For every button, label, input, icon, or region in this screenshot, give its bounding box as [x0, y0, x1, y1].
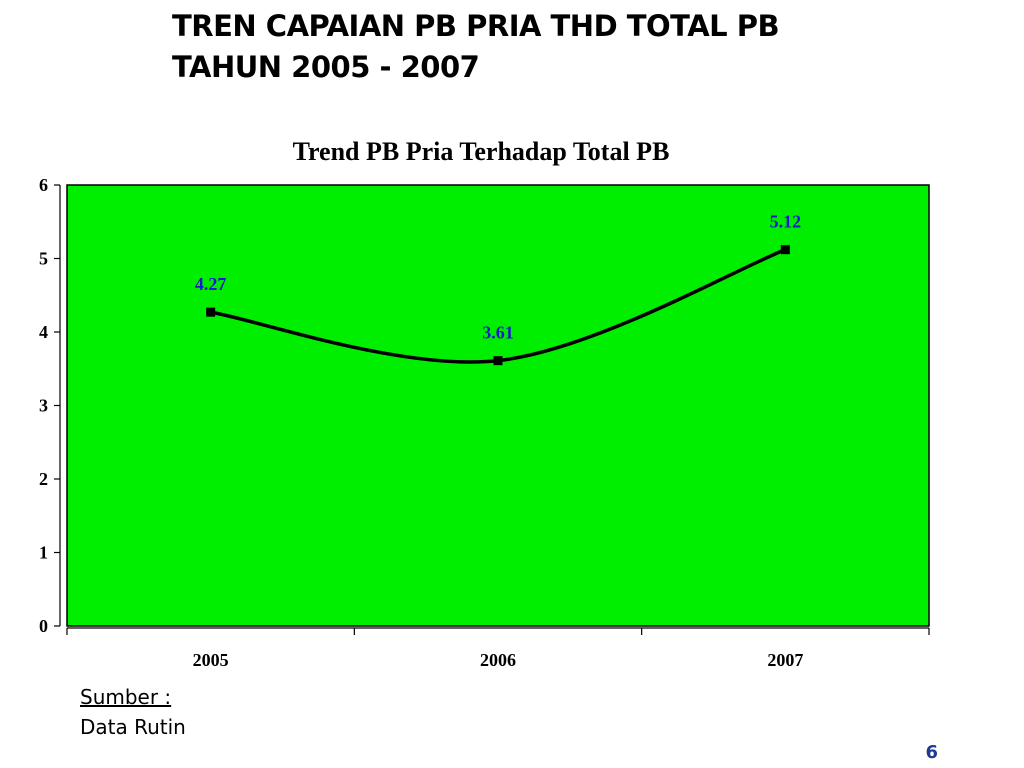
data-label: 5.12 [770, 212, 802, 232]
data-label: 4.27 [195, 274, 227, 294]
data-point-marker [493, 356, 503, 366]
y-tick-label: 2 [39, 469, 48, 489]
chart-title: Trend PB Pria Terhadap Total PB [293, 137, 670, 166]
source-label: Sumber : [80, 685, 172, 709]
labels-group: 4.27 3.61 5.12 [195, 212, 801, 343]
source-note: Sumber : Data Rutin [80, 682, 186, 742]
x-tick-label: 2007 [767, 650, 803, 670]
x-tick-label: 2006 [480, 650, 516, 670]
ticks: 0 1 2 3 4 5 6 2005 2006 2007 [39, 175, 930, 670]
data-point-marker [780, 245, 790, 255]
x-tick-label: 2005 [193, 650, 229, 670]
y-tick-label: 3 [39, 396, 48, 416]
data-point-marker [206, 307, 216, 317]
y-tick-label: 4 [39, 322, 48, 342]
series-group [206, 245, 790, 366]
slide-title: TREN CAPAIAN PB PRIA THD TOTAL PB TAHUN … [172, 9, 780, 84]
page-number: 6 [925, 742, 938, 763]
source-value: Data Rutin [80, 715, 186, 739]
y-tick-label: 5 [39, 249, 48, 269]
y-tick-label: 6 [39, 175, 48, 195]
plot-area [66, 184, 930, 627]
y-tick-label: 0 [39, 616, 48, 636]
data-label: 3.61 [482, 323, 514, 343]
y-tick-label: 1 [39, 543, 48, 563]
